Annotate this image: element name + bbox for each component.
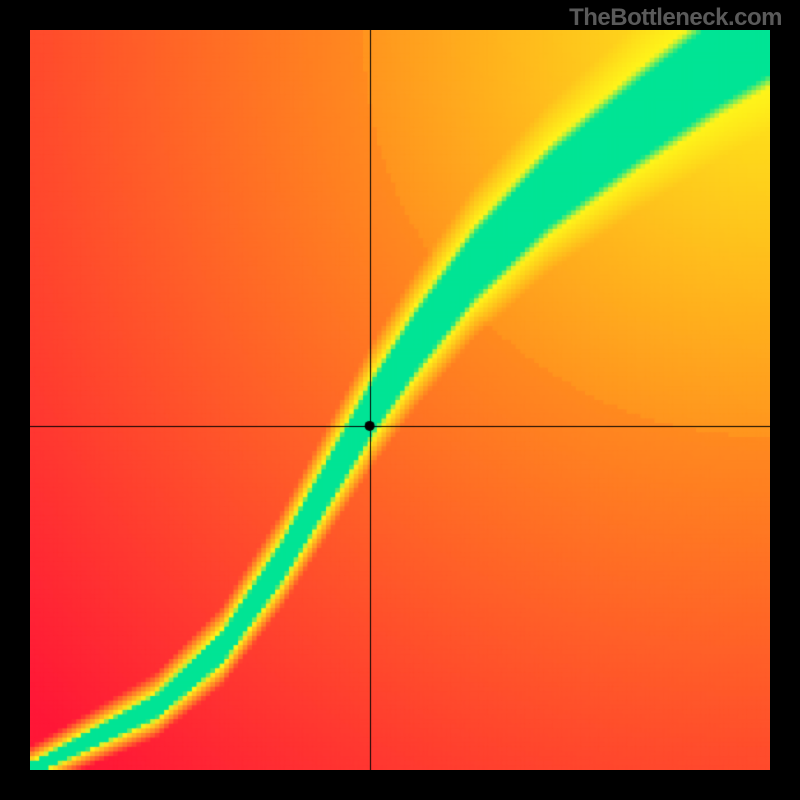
watermark-text: TheBottleneck.com [569, 4, 782, 32]
chart-frame: TheBottleneck.com [0, 0, 800, 800]
crosshair-overlay [30, 30, 770, 770]
